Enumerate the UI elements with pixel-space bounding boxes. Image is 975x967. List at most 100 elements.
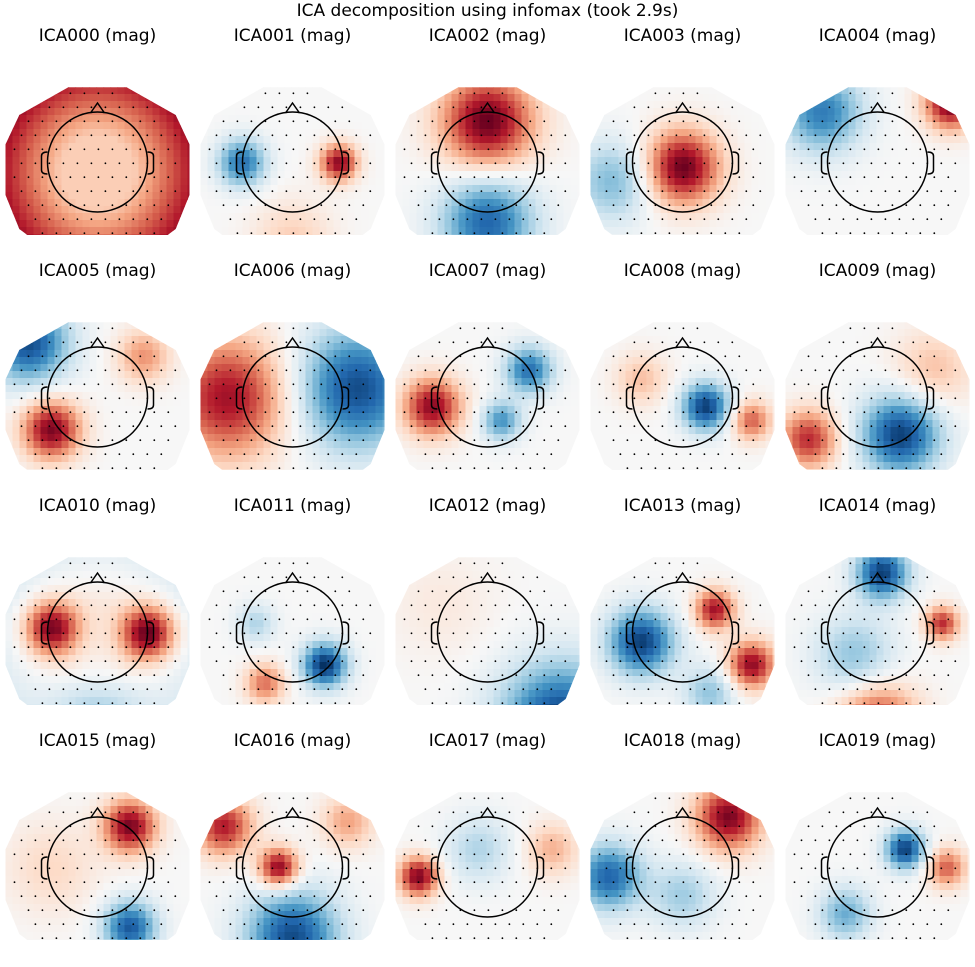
- field-cell: [117, 329, 126, 337]
- sensor-dot: [682, 148, 685, 151]
- field-cell: [298, 129, 307, 137]
- sensor-dot: [306, 176, 309, 179]
- sensor-dot: [167, 176, 170, 179]
- field-cell: [180, 371, 189, 379]
- field-cell: [326, 234, 335, 235]
- field-cell: [556, 87, 565, 95]
- field-cell: [82, 185, 91, 193]
- field-cell: [758, 178, 767, 186]
- field-cell: [173, 143, 182, 151]
- field-cell: [96, 329, 105, 337]
- sensor-dot: [292, 232, 295, 235]
- field-cell: [625, 206, 634, 214]
- field-cell: [312, 129, 321, 137]
- field-cell: [33, 385, 42, 393]
- field-cell: [737, 206, 746, 214]
- sensor-dot: [703, 218, 706, 221]
- field-cell: [166, 378, 175, 386]
- field-cell: [827, 220, 836, 228]
- field-cell: [124, 192, 133, 200]
- field-cell: [249, 157, 258, 165]
- field-cell: [876, 143, 885, 151]
- field-cell: [897, 171, 906, 179]
- field-cell: [47, 462, 56, 470]
- field-cell: [918, 115, 927, 123]
- sensor-dot: [675, 106, 678, 109]
- field-cell: [110, 122, 119, 130]
- field-cell: [138, 101, 147, 109]
- field-cell: [103, 87, 112, 95]
- field-cell: [765, 185, 774, 193]
- field-cell: [249, 101, 258, 109]
- field-cell: [806, 150, 815, 158]
- field-cell: [166, 455, 175, 463]
- field-cell: [82, 434, 91, 442]
- field-cell: [382, 206, 385, 214]
- field-cell: [68, 469, 77, 470]
- field-cell: [939, 213, 948, 221]
- field-cell: [152, 427, 161, 435]
- field-cell: [33, 101, 42, 109]
- field-cell: [124, 469, 133, 470]
- field-cell: [758, 122, 767, 130]
- field-cell: [110, 220, 119, 228]
- sensor-dot: [355, 162, 358, 165]
- field-cell: [674, 213, 683, 221]
- field-cell: [577, 157, 580, 165]
- field-cell: [214, 220, 223, 228]
- field-cell: [291, 213, 300, 221]
- field-cell: [333, 185, 342, 193]
- sensor-dot: [947, 176, 950, 179]
- field-cell: [256, 164, 265, 172]
- field-cell: [939, 206, 948, 214]
- field-cell: [737, 178, 746, 186]
- field-cell: [68, 164, 77, 172]
- field-cell: [96, 427, 105, 435]
- field-cell: [26, 213, 35, 221]
- field-cell: [12, 406, 21, 414]
- field-cell: [166, 420, 175, 428]
- field-cell: [166, 350, 175, 358]
- sensor-dot: [118, 218, 121, 221]
- field-cell: [82, 164, 91, 172]
- field-cell: [799, 108, 808, 116]
- field-cell: [493, 150, 502, 158]
- topomap-panel: ICA003 (mag): [585, 0, 780, 235]
- field-cell: [12, 343, 21, 351]
- field-cell: [200, 185, 209, 193]
- field-cell: [932, 94, 941, 102]
- sensor-dot: [675, 190, 678, 193]
- field-cell: [124, 329, 133, 337]
- field-cell: [486, 122, 495, 130]
- field-cell: [785, 178, 794, 186]
- field-cell: [960, 164, 969, 172]
- field-cell: [528, 122, 537, 130]
- field-cell: [375, 185, 384, 193]
- field-cell: [500, 213, 509, 221]
- sensor-dot: [299, 134, 302, 137]
- field-cell: [402, 143, 411, 151]
- field-cell: [96, 336, 105, 344]
- field-cell: [89, 87, 98, 88]
- field-cell: [883, 87, 892, 95]
- field-cell: [89, 462, 98, 470]
- field-cell: [110, 434, 119, 442]
- field-cell: [953, 206, 962, 214]
- field-cell: [799, 192, 808, 200]
- field-cell: [382, 157, 385, 165]
- field-cell: [33, 343, 42, 351]
- field-cell: [785, 87, 794, 95]
- field-cell: [758, 150, 767, 158]
- field-cell: [820, 143, 829, 151]
- field-cell: [890, 213, 899, 221]
- field-cell: [249, 227, 258, 235]
- field-cell: [145, 101, 154, 109]
- field-cell: [890, 150, 899, 158]
- field-cell: [375, 87, 384, 95]
- field-cell: [138, 329, 147, 337]
- field-cell: [960, 178, 969, 186]
- field-cell: [625, 185, 634, 193]
- sensor-dot: [313, 190, 316, 193]
- field-cell: [709, 206, 718, 214]
- field-cell: [75, 378, 84, 386]
